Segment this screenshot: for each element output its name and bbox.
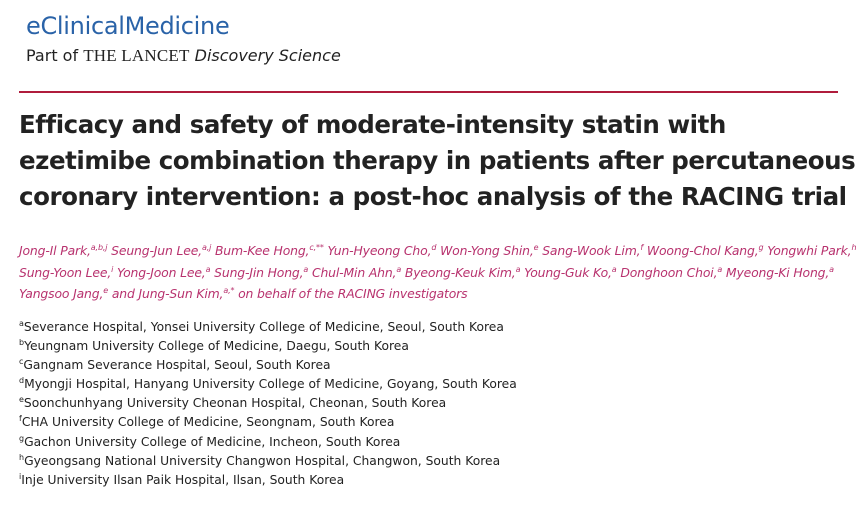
author-affiliation-marker[interactable]: h (851, 243, 857, 252)
affiliation-marker: c (19, 357, 24, 367)
affiliation-text: Yeungnam University College of Medicine,… (24, 339, 409, 354)
affiliation-marker: f (19, 414, 22, 424)
affiliation-text: Gachon University College of Medicine, I… (24, 434, 401, 449)
author-name[interactable]: Seung-Jun Lee, (107, 243, 202, 258)
affiliation-marker: a (19, 319, 24, 328)
affiliation-text: CHA University College of Medicine, Seon… (21, 415, 395, 430)
affiliation-marker: g (19, 433, 25, 443)
title-line: coronary intervention: a post-hoc analys… (19, 182, 847, 211)
author-name[interactable]: and Jung-Sun Kim, (108, 286, 224, 301)
affiliation-text: Soonchunhyang University Cheonan Hospita… (23, 396, 447, 411)
author-affiliation-marker[interactable]: g (758, 243, 764, 252)
author-name[interactable]: Donghoon Choi, (616, 264, 718, 280)
affiliation-item: iInje University Ilsan Paik Hospital, Il… (19, 471, 517, 490)
affiliation-text: Inje University Ilsan Paik Hospital, Ils… (21, 472, 345, 487)
affiliation-marker: h (19, 452, 25, 462)
journal-header: eClinicalMedicine Part of THE LANCET Dis… (26, 12, 341, 66)
author-affiliation-marker[interactable]: a,b,j (90, 243, 108, 252)
lancet-name: THE LANCET (83, 46, 190, 65)
affiliation-item: bYeungnam University College of Medicine… (19, 337, 517, 356)
affiliation-item: cGangnam Severance Hospital, Seoul, Sout… (19, 356, 517, 375)
author-affiliation-marker[interactable]: a,* (223, 286, 235, 295)
affiliation-item: dMyongji Hospital, Hanyang University Co… (19, 375, 517, 394)
affiliation-item: gGachon University College of Medicine, … (19, 433, 517, 452)
article-title: Efficacy and safety of moderate-intensit… (19, 107, 856, 215)
author-name[interactable]: Yangsoo Jang, (19, 286, 104, 301)
author-affiliation-marker[interactable]: a (303, 264, 309, 274)
author-affiliation-marker[interactable]: a,j (201, 243, 212, 252)
header-divider (19, 91, 838, 93)
author-affiliation-marker[interactable]: a (829, 264, 834, 274)
affiliation-item: hGyeongsang National University Changwon… (19, 452, 517, 471)
author-name[interactable]: Sang-Wook Lim, (538, 243, 641, 258)
author-name[interactable]: Chul-Min Ahn, (308, 264, 397, 280)
affiliation-item: eSoonchunhyang University Cheonan Hospit… (19, 394, 517, 413)
title-line: ezetimibe combination therapy in patient… (19, 146, 856, 175)
author-affiliation-marker[interactable]: a (396, 264, 402, 274)
author-list: Jong-Il Park,a,b,j Seung-Jun Lee,a,j Bum… (19, 240, 857, 305)
author-affiliation-marker[interactable]: c,** (309, 243, 324, 252)
author-name[interactable]: on behalf of the RACING investigators (234, 286, 468, 301)
affiliation-item: aSeverance Hospital, Yonsei University C… (19, 318, 517, 337)
journal-name: eClinicalMedicine (26, 12, 230, 40)
affiliation-text: Gyeongsang National University Changwon … (24, 453, 501, 468)
affiliation-text: Myongji Hospital, Hanyang University Col… (24, 377, 517, 392)
author-affiliation-marker[interactable]: i (111, 264, 114, 274)
author-affiliation-marker[interactable]: e (533, 243, 539, 252)
affiliation-marker: i (19, 471, 22, 481)
author-name[interactable]: Byeong-Keuk Kim, (401, 264, 516, 280)
journal-affiliation-line: Part of THE LANCET Discovery Science (26, 46, 341, 66)
author-line: Sung-Yoon Lee,i Yong-Joon Lee,a Sung-Jin… (19, 262, 849, 284)
author-affiliation-marker[interactable]: a (717, 264, 723, 274)
affiliation-marker: d (19, 376, 25, 386)
author-name[interactable]: Woong-Chol Kang, (643, 243, 759, 258)
part-of-text: Part of (26, 46, 84, 65)
discovery-science-text: Discovery Science (194, 46, 341, 65)
author-affiliation-marker[interactable]: a (611, 264, 617, 274)
author-name[interactable]: Sung-Jin Hong, (210, 264, 304, 280)
author-affiliation-marker[interactable]: a (205, 264, 211, 274)
affiliation-list: aSeverance Hospital, Yonsei University C… (19, 318, 517, 490)
author-affiliation-marker[interactable]: a (515, 264, 521, 274)
affiliation-marker: b (19, 338, 25, 348)
affiliation-marker: e (19, 395, 24, 405)
author-name[interactable]: Myeong-Ki Hong, (722, 264, 830, 280)
affiliation-text: Gangnam Severance Hospital, Seoul, South… (23, 358, 331, 373)
author-affiliation-marker[interactable]: d (431, 243, 437, 252)
title-line: Efficacy and safety of moderate-intensit… (19, 110, 726, 139)
author-line: Yangsoo Jang,e and Jung-Sun Kim,a,* on b… (19, 283, 849, 305)
author-line: Jong-Il Park,a,b,j Seung-Jun Lee,a,j Bum… (19, 240, 857, 262)
author-name[interactable]: Jong-Il Park, (19, 243, 91, 258)
author-name[interactable]: Young-Guk Ko, (520, 264, 612, 280)
author-name[interactable]: Yun-Hyeong Cho, (323, 243, 432, 258)
affiliation-item: fCHA University College of Medicine, Seo… (19, 413, 517, 432)
author-name[interactable]: Yongwhi Park, (763, 243, 852, 258)
author-name[interactable]: Won-Yong Shin, (436, 243, 534, 258)
author-name[interactable]: Yong-Joon Lee, (113, 264, 206, 280)
author-affiliation-marker[interactable]: e (103, 286, 109, 295)
author-name[interactable]: Bum-Kee Hong, (211, 243, 310, 258)
affiliation-text: Severance Hospital, Yonsei University Co… (23, 320, 504, 334)
author-name[interactable]: Sung-Yoon Lee, (19, 264, 112, 280)
author-affiliation-marker[interactable]: f (640, 243, 644, 252)
